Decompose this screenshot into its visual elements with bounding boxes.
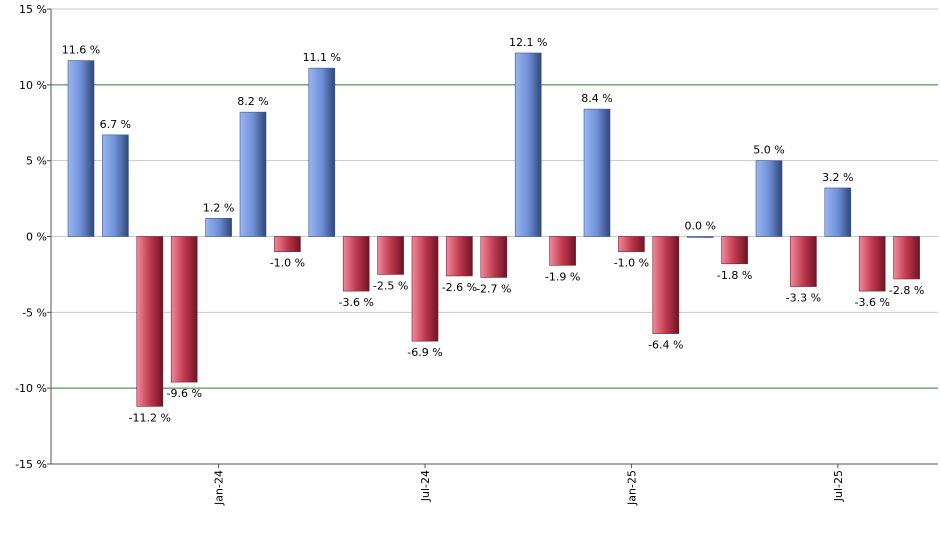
data-label: -1.0 % xyxy=(270,257,305,270)
bar-positive xyxy=(239,111,267,237)
axes xyxy=(47,8,938,468)
bar-negative xyxy=(480,236,508,278)
bar-negative xyxy=(342,236,370,292)
data-label: 11.1 % xyxy=(303,51,341,64)
y-tick-label: -5 % xyxy=(22,306,47,319)
data-label: -6.9 % xyxy=(407,346,442,359)
bar-negative xyxy=(377,236,404,275)
data-label: 12.1 % xyxy=(509,36,547,49)
data-label: -3.6 % xyxy=(854,296,889,309)
data-label: 8.2 % xyxy=(237,95,268,108)
bar-negative xyxy=(721,236,748,265)
data-label: 0.0 % xyxy=(684,220,715,233)
data-label: -11.2 % xyxy=(129,411,171,424)
y-tick-label: 0 % xyxy=(26,231,47,244)
data-label: 1.2 % xyxy=(203,201,234,214)
bar-negative xyxy=(858,236,886,292)
data-label: -2.8 % xyxy=(889,284,924,297)
bar-negative xyxy=(652,236,680,334)
bar-positive xyxy=(583,108,611,237)
bar-positive xyxy=(205,218,232,237)
x-tick-label: Jul-25 xyxy=(832,470,845,502)
bar-positive xyxy=(308,67,336,237)
x-tick-label: Jan-25 xyxy=(625,470,638,506)
bar-negative xyxy=(446,236,473,277)
data-labels: 11.6 % 6.7 % -11.2 % -9.6 % 1.2 % 8.2 % -1.0 %… xyxy=(62,36,925,424)
bar-positive xyxy=(514,52,542,237)
bar-negative xyxy=(170,236,198,383)
data-label: 5.0 % xyxy=(753,144,784,157)
data-label: -9.6 % xyxy=(166,387,201,400)
bar-negative xyxy=(136,236,164,407)
x-tick-label: Jul-24 xyxy=(419,470,432,502)
bar-negative xyxy=(411,236,439,342)
data-label: 6.7 % xyxy=(100,118,131,131)
data-label: -1.9 % xyxy=(545,270,580,283)
bar-positive xyxy=(755,160,783,237)
y-tick-label: 10 % xyxy=(19,79,47,92)
data-label: -2.6 % xyxy=(442,281,477,294)
data-label: 3.2 % xyxy=(822,171,853,184)
data-label: -6.4 % xyxy=(648,339,683,352)
data-label: -1.0 % xyxy=(614,257,649,270)
y-tick-label: 5 % xyxy=(26,155,47,168)
bars xyxy=(67,52,920,407)
y-tick-label: -15 % xyxy=(15,458,47,471)
grid-lines xyxy=(51,8,938,465)
y-tick-label: -10 % xyxy=(15,382,47,395)
data-label: -2.7 % xyxy=(476,282,511,295)
data-label: 8.4 % xyxy=(581,92,612,105)
bar-positive xyxy=(102,134,129,237)
x-axis-tick-labels: Jan-24 Jul-24 Jan-25 Jul-25 xyxy=(213,470,845,506)
bar-negative xyxy=(893,236,920,280)
bar-positive xyxy=(686,236,714,238)
bar-negative xyxy=(274,236,301,252)
data-label: -3.6 % xyxy=(338,296,373,309)
data-label: 11.6 % xyxy=(62,44,100,57)
y-axis-tick-labels: -15 % -10 % -5 % 0 % 5 % 10 % 15 % xyxy=(15,3,47,471)
bar-negative xyxy=(790,236,817,287)
bar-negative xyxy=(618,236,645,252)
bar-positive xyxy=(824,187,852,237)
x-tick-label: Jan-24 xyxy=(213,470,226,506)
y-tick-label: 15 % xyxy=(19,3,47,16)
data-label: -1.8 % xyxy=(717,269,752,282)
bar-negative xyxy=(549,236,576,266)
data-label: -3.3 % xyxy=(786,292,821,305)
bar-positive xyxy=(67,60,95,237)
data-label: -2.5 % xyxy=(373,279,408,292)
